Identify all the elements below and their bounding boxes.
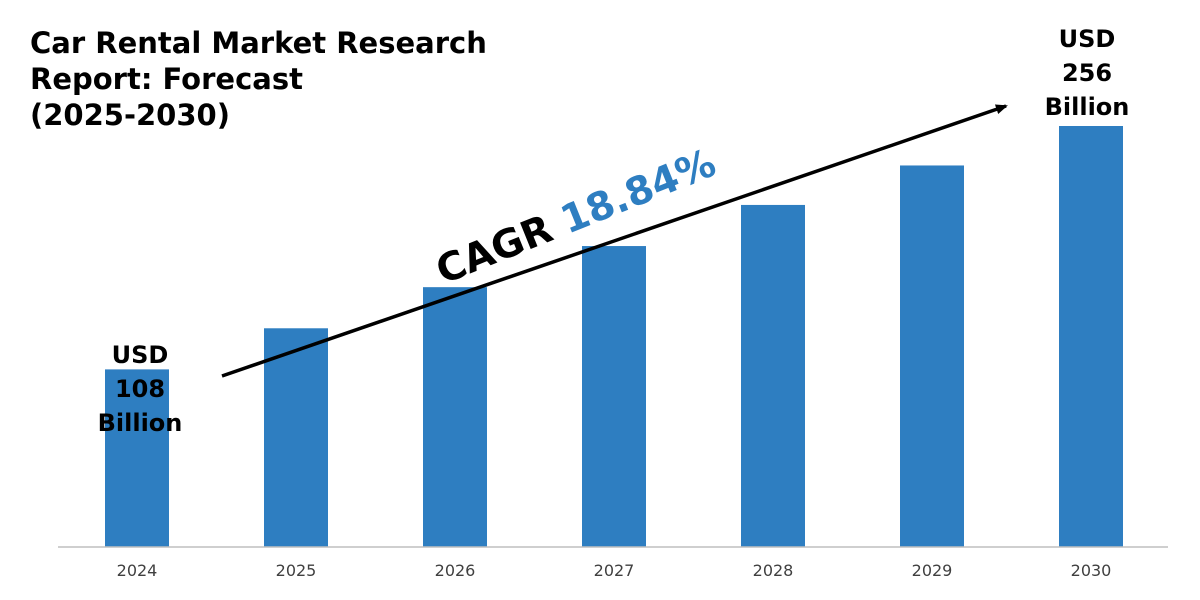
start-value-unit: Billion [97, 409, 183, 437]
x-tick-labels: 2024 2025 2026 2027 2028 2029 2030 [117, 561, 1112, 580]
x-tick-label-2025: 2025 [276, 561, 317, 580]
chart-title-line-2: Report: Forecast [30, 62, 303, 96]
bar-2028 [741, 204, 805, 547]
end-value-currency: USD [1058, 25, 1116, 53]
bars [105, 126, 1123, 547]
bar-2027 [582, 246, 646, 547]
trend-arrow [221, 104, 1008, 378]
start-value-amount: 108 [114, 375, 166, 403]
end-value-label: USD 256 Billion [1032, 22, 1142, 124]
bar-2029 [900, 165, 964, 547]
start-value-currency: USD [111, 341, 169, 369]
x-tick-label-2030: 2030 [1071, 561, 1112, 580]
bar-2030 [1059, 126, 1123, 547]
start-value-label: USD 108 Billion [90, 338, 190, 440]
chart-title-line-3: (2025-2030) [30, 98, 230, 132]
x-tick-label-2024: 2024 [117, 561, 158, 580]
x-tick-label-2029: 2029 [912, 561, 953, 580]
x-tick-label-2028: 2028 [753, 561, 794, 580]
x-tick-label-2026: 2026 [435, 561, 476, 580]
end-value-unit: Billion [1044, 93, 1130, 121]
x-tick-label-2027: 2027 [594, 561, 635, 580]
bar-2026 [423, 287, 487, 547]
bar-2025 [264, 328, 328, 547]
bar-2024 [105, 369, 169, 547]
end-value-amount: 256 [1061, 59, 1113, 87]
chart-title-line-1: Car Rental Market Research [30, 26, 487, 60]
